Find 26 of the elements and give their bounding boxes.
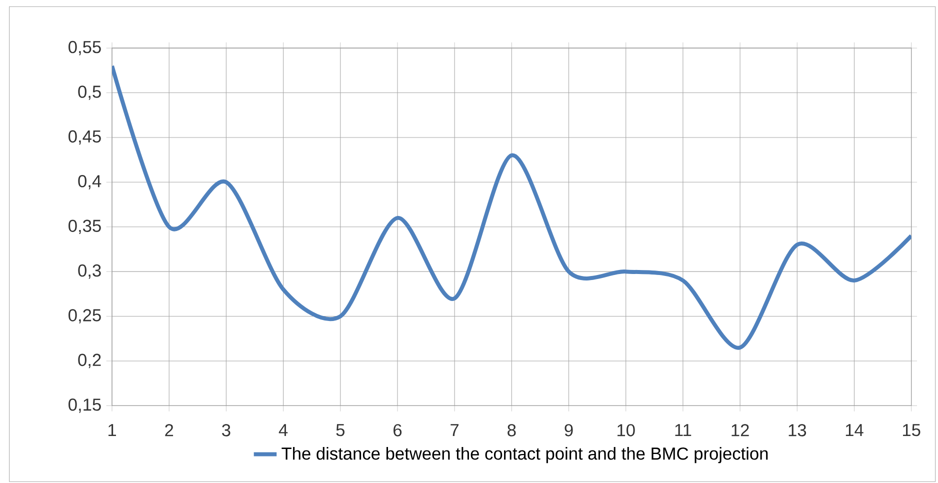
x-tick-label: 11 [675, 424, 692, 436]
x-tick-label: 9 [564, 424, 573, 436]
y-tick-label: 0,35 [68, 220, 101, 234]
y-tick-label: 0,45 [68, 130, 101, 145]
y-tick-label: 0,55 [68, 40, 101, 56]
y-tick-label: 0,5 [78, 86, 101, 100]
x-tick-label: 15 [903, 424, 920, 436]
y-tick-label: 0,2 [78, 354, 101, 368]
x-tick-label: 6 [394, 424, 402, 436]
x-tick-label: 7 [450, 424, 459, 436]
x-tick-label: 4 [278, 424, 288, 436]
legend-label: The distance between the contact point and the BMC projection [282, 447, 768, 464]
x-tick-label: 13 [788, 424, 806, 436]
y-tick-label: 0,3 [78, 264, 101, 279]
x-tick-label: 10 [618, 424, 635, 436]
x-tick-label: 8 [508, 424, 516, 436]
x-tick-label: 14 [846, 424, 864, 436]
x-tick-label: 2 [165, 424, 174, 436]
x-tick-label: 3 [222, 424, 230, 436]
y-tick-label: 0,25 [68, 309, 101, 324]
y-tick-label: 0,15 [68, 398, 101, 413]
y-tick-label: 0,4 [78, 175, 102, 190]
line-series [112, 64, 912, 350]
x-tick-label: 12 [732, 424, 749, 436]
x-tick-label: 5 [336, 424, 344, 436]
x-tick-label: 1 [108, 424, 116, 436]
